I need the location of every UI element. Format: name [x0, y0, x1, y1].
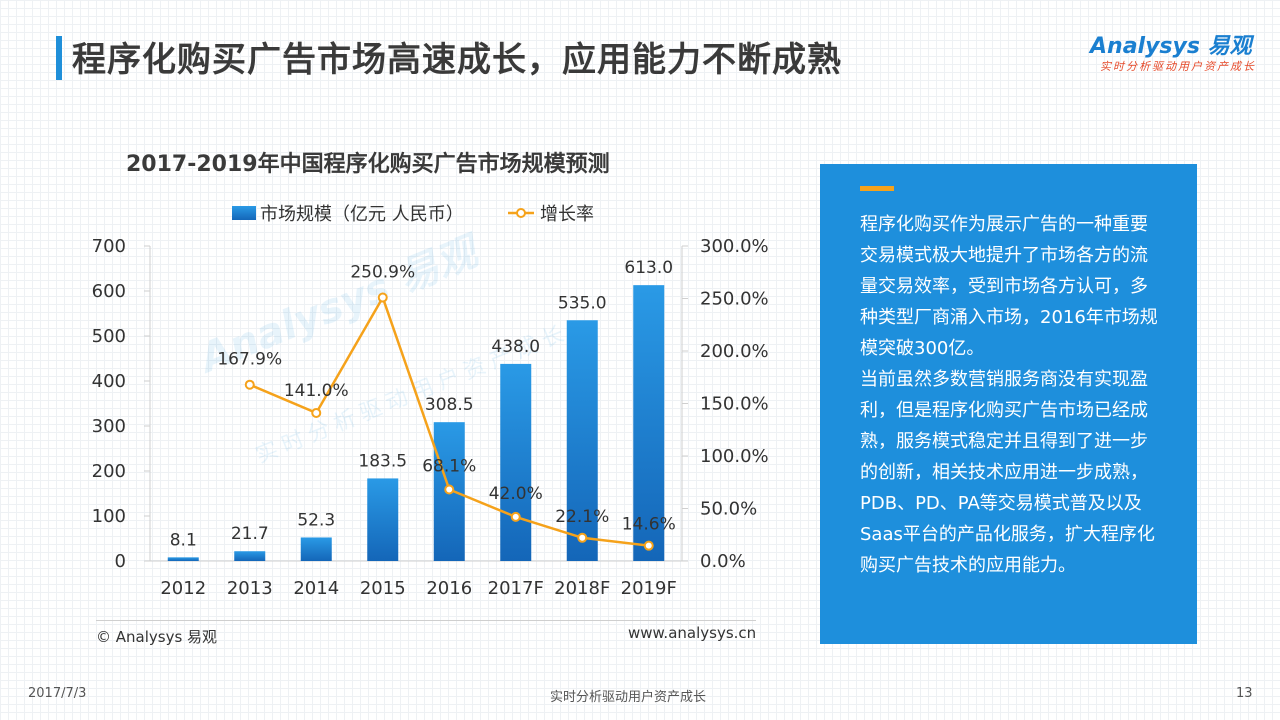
bar-market-size	[367, 478, 399, 561]
y-left-tick-label: 700	[92, 236, 126, 257]
growth-rate-label: 250.9%	[350, 263, 415, 283]
y-right-tick-label: 200.0%	[700, 341, 769, 362]
y-left-tick-label: 400	[92, 371, 126, 392]
x-tick-label: 2018F	[554, 578, 610, 599]
slide-slogan: 实时分析驱动用户资产成长	[550, 690, 707, 705]
market-size-chart: 0 100 200 300 400 500 600 700 0.0% 50.0% 100.0% 150…	[92, 204, 769, 599]
legend-line-marker	[516, 208, 526, 218]
growth-rate-label: 167.9%	[217, 350, 282, 370]
x-tick-label: 2013	[227, 578, 273, 599]
legend-line-label: 增长率	[540, 204, 594, 225]
bar-data-label: 613.0	[624, 258, 673, 278]
bar-data-label: 438.0	[491, 337, 540, 357]
growth-rate-point	[444, 484, 455, 495]
insight-paragraph-2: 当前虽然多数营销服务商没有实现盈利，但是程序化购买广告市场已经成熟，服务模式稳定…	[860, 369, 1155, 576]
x-tick-label: 2015	[360, 578, 406, 599]
growth-rate-point	[510, 511, 521, 522]
growth-rate-label: 42.0%	[489, 484, 543, 504]
footer-divider	[96, 620, 756, 621]
y-left-tick-label: 200	[92, 461, 126, 482]
page-number: 13	[1236, 686, 1253, 701]
x-tick-label: 2019F	[621, 578, 677, 599]
y-right-tick-label: 0.0%	[700, 551, 746, 572]
logo-text: Analysys 易观	[1090, 34, 1252, 59]
y-left-tick-label: 500	[92, 326, 126, 347]
chart-title: 2017-2019年中国程序化购买广告市场规模预测	[126, 152, 610, 177]
y-left-tick-label: 600	[92, 281, 126, 302]
bar-data-label: 183.5	[358, 451, 407, 471]
bar-market-size	[566, 320, 598, 561]
growth-rate-point	[643, 540, 654, 551]
growth-rate-label: 14.6%	[622, 515, 676, 535]
x-tick-label: 2012	[160, 578, 206, 599]
growth-rate-label: 68.1%	[422, 456, 476, 476]
insight-panel: 程序化购买作为展示广告的一种重要交易模式极大地提升了市场各方的流量交易效率，受到…	[820, 164, 1197, 644]
bar-data-label: 308.5	[425, 395, 474, 415]
source-credit: © Analysys 易观	[96, 628, 218, 646]
y-left-tick-label: 300	[92, 416, 126, 437]
bar-market-size	[167, 557, 199, 561]
bar-market-size	[300, 537, 332, 561]
bar-data-label: 8.1	[170, 530, 197, 550]
growth-rate-point	[311, 407, 322, 418]
x-tick-label: 2017F	[488, 578, 544, 599]
insight-paragraph-1: 程序化购买作为展示广告的一种重要交易模式极大地提升了市场各方的流量交易效率，受到…	[860, 214, 1158, 359]
growth-rate-point	[377, 292, 388, 303]
y-right-tick-label: 300.0%	[700, 236, 769, 257]
legend-bar-label: 市场规模（亿元 人民币）	[260, 204, 464, 225]
legend-bar-swatch	[232, 206, 256, 220]
x-tick-label: 2014	[293, 578, 339, 599]
bar-data-label: 52.3	[297, 510, 335, 530]
x-tick-label: 2016	[426, 578, 472, 599]
growth-rate-point	[244, 379, 255, 390]
page-title: 程序化购买广告市场高速成长，应用能力不断成熟	[72, 40, 842, 80]
panel-accent-bar	[860, 186, 894, 191]
y-right-tick-label: 250.0%	[700, 289, 769, 310]
y-left-tick-label: 100	[92, 506, 126, 527]
y-right-tick-label: 100.0%	[700, 446, 769, 467]
bar-data-label: 535.0	[558, 293, 607, 313]
bar-market-size	[500, 363, 532, 561]
y-right-tick-label: 50.0%	[700, 499, 757, 520]
growth-rate-point	[577, 532, 588, 543]
y-right-tick-label: 150.0%	[700, 394, 769, 415]
slide-date: 2017/7/3	[28, 686, 87, 701]
bar-market-size	[234, 551, 266, 561]
logo-slogan: 实时分析驱动用户资产成长	[1100, 60, 1256, 73]
bar-market-size	[633, 285, 665, 561]
title-accent-bar	[56, 36, 62, 80]
bar-data-label: 21.7	[231, 524, 269, 544]
y-left-tick-label: 0	[115, 551, 126, 572]
insight-text: 程序化购买作为展示广告的一种重要交易模式极大地提升了市场各方的流量交易效率，受到…	[860, 209, 1159, 581]
growth-rate-label: 22.1%	[555, 507, 609, 527]
website-url[interactable]: www.analysys.cn	[628, 624, 757, 642]
growth-rate-label: 141.0%	[284, 381, 349, 401]
brand-logo: Analysys 易观 实时分析驱动用户资产成长	[1090, 28, 1254, 76]
